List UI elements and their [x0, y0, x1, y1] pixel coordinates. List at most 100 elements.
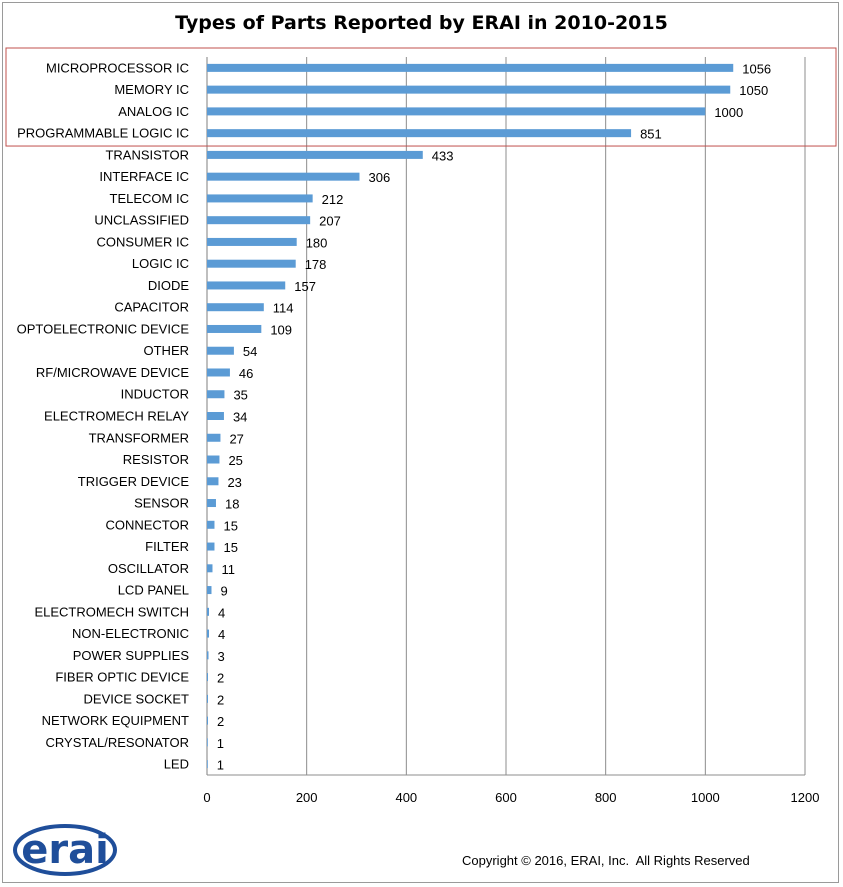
value-label: 109	[270, 322, 292, 337]
value-label: 157	[294, 279, 316, 294]
value-label: 18	[225, 497, 239, 512]
value-label: 11	[221, 562, 235, 577]
value-label: 212	[322, 192, 344, 207]
bar	[207, 107, 706, 116]
chart-title: Types of Parts Reported by ERAI in 2010-…	[175, 12, 668, 34]
bar	[207, 216, 311, 225]
x-tick-label: 600	[495, 790, 517, 805]
value-label: 34	[233, 410, 247, 425]
category-label: LOGIC IC	[132, 256, 189, 271]
bar	[207, 760, 208, 769]
category-label: CONSUMER IC	[97, 234, 189, 249]
value-label: 27	[229, 431, 243, 446]
category-label: SENSOR	[134, 496, 189, 511]
bar	[207, 368, 230, 377]
category-label: MICROPROCESSOR IC	[46, 60, 189, 75]
bar	[207, 324, 262, 333]
bar	[207, 520, 215, 529]
category-label: DEVICE SOCKET	[84, 691, 190, 706]
tick-layer: 0 200 400 600 800 1000 1200	[203, 790, 819, 805]
value-label: 25	[228, 453, 242, 468]
bar	[207, 673, 208, 682]
value-label: 1	[217, 758, 224, 773]
x-tick-label: 400	[395, 790, 417, 805]
x-tick-label: 800	[595, 790, 617, 805]
bar	[207, 85, 731, 94]
bar	[207, 194, 313, 203]
bar	[207, 694, 208, 703]
category-label: NETWORK EQUIPMENT	[42, 713, 189, 728]
bar	[207, 499, 216, 508]
value-label: 2	[217, 671, 224, 686]
category-label: TRANSISTOR	[105, 147, 189, 162]
value-label: 851	[640, 127, 662, 142]
bar	[207, 586, 212, 595]
value-label: 114	[273, 301, 294, 316]
category-label: ELECTROMECH RELAY	[44, 409, 189, 424]
bar	[207, 237, 297, 246]
category-label: FILTER	[145, 539, 189, 554]
category-label: OTHER	[144, 343, 190, 358]
bar	[207, 390, 225, 399]
x-tick-label: 0	[203, 790, 210, 805]
value-label: 433	[432, 148, 454, 163]
bar	[207, 542, 215, 551]
value-label: 207	[319, 214, 341, 229]
value-label: 2	[217, 692, 224, 707]
bar	[207, 455, 220, 464]
erai-logo: erai	[13, 824, 117, 876]
category-label: TRIGGER DEVICE	[78, 474, 190, 489]
x-tick-label: 1200	[791, 790, 820, 805]
value-label: 4	[218, 605, 225, 620]
value-label: 46	[239, 366, 253, 381]
category-label: DIODE	[148, 278, 190, 293]
category-label: OSCILLATOR	[108, 561, 189, 576]
category-label: FIBER OPTIC DEVICE	[55, 670, 189, 685]
bar	[207, 150, 423, 159]
value-label: 306	[368, 170, 390, 185]
value-label: 15	[223, 540, 237, 555]
bar	[207, 477, 219, 486]
value-label: 15	[223, 518, 237, 533]
category-label: ANALOG IC	[118, 104, 189, 119]
logo-text: erai	[21, 827, 109, 873]
x-tick-label: 1000	[691, 790, 720, 805]
value-label: 1056	[742, 61, 771, 76]
category-label: POWER SUPPLIES	[73, 648, 190, 663]
value-label: 1050	[739, 83, 768, 98]
copyright-text: Copyright © 2016, ERAI, Inc. All Rights …	[462, 853, 750, 868]
category-label: RF/MICROWAVE DEVICE	[36, 365, 189, 380]
x-tick-label: 200	[296, 790, 318, 805]
bar-layer	[207, 63, 734, 769]
value-label: 3	[217, 649, 224, 664]
category-label: CONNECTOR	[105, 517, 189, 532]
value-label: 54	[243, 344, 257, 359]
value-label: 1	[217, 736, 224, 751]
bar	[207, 651, 209, 660]
bar	[207, 607, 209, 616]
value-label: 180	[306, 235, 328, 250]
bar	[207, 129, 632, 138]
bar	[207, 738, 208, 747]
category-label: LED	[164, 757, 189, 772]
value-label: 9	[220, 584, 227, 599]
category-label: UNCLASSIFIED	[94, 213, 189, 228]
category-label: MEMORY IC	[114, 82, 189, 97]
category-label: TELECOM IC	[110, 191, 189, 206]
bar	[207, 564, 213, 573]
category-label: TRANSFORMER	[89, 430, 189, 445]
category-label: LCD PANEL	[118, 583, 189, 598]
highlight-box	[5, 47, 837, 147]
grid-layer	[206, 57, 806, 776]
bar	[207, 63, 734, 72]
value-label: 35	[233, 388, 247, 403]
bar	[207, 629, 209, 638]
category-label: OPTOELECTRONIC DEVICE	[17, 321, 190, 336]
category-label: CAPACITOR	[114, 300, 189, 315]
category-label: INTERFACE IC	[99, 169, 189, 184]
value-label: 23	[227, 475, 241, 490]
value-label: 4	[218, 627, 225, 642]
bar	[207, 412, 224, 420]
